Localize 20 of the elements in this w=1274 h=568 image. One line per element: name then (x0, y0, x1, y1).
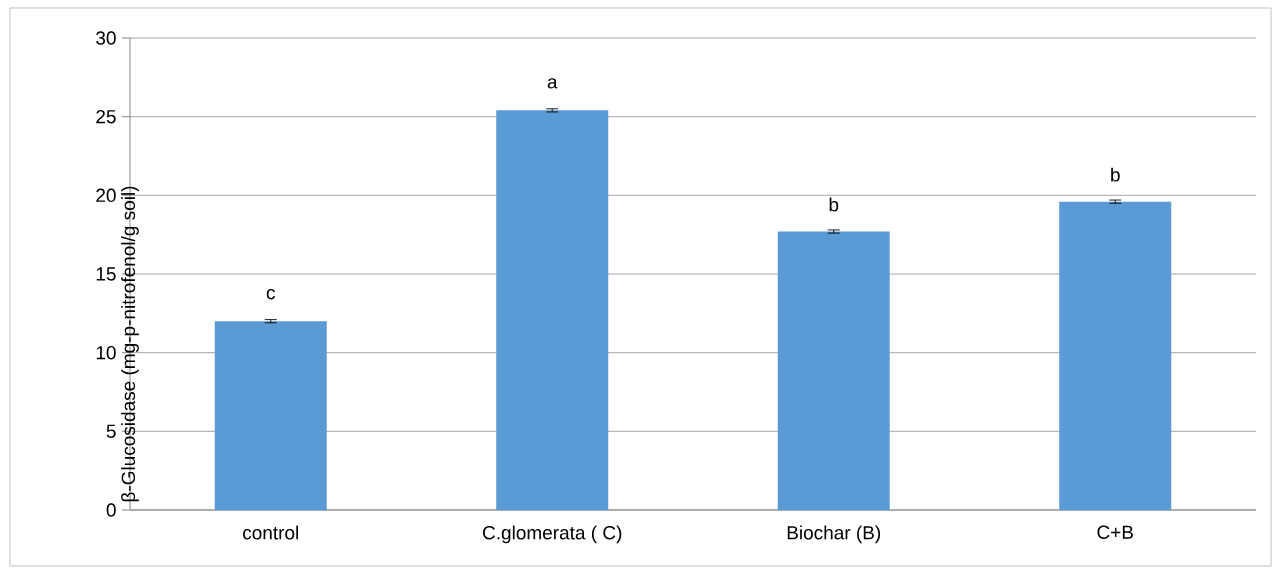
y-tick-label: 15 (96, 267, 116, 281)
y-tick-label: 30 (96, 31, 116, 45)
annotation: c (266, 289, 275, 300)
y-tick-label: 5 (106, 424, 116, 438)
annotation: a (547, 78, 558, 89)
x-tick-label: C.glomerata ( C) (483, 525, 622, 544)
y-tick-label: 20 (96, 188, 116, 203)
y-tick-label: 10 (96, 345, 116, 360)
annotation: b (829, 197, 839, 212)
bar (214, 321, 327, 510)
y-axis-title: β-Glucosidase (mg-p-nitrofenol/g soil) (121, 186, 139, 502)
bar (777, 231, 890, 510)
y-tick-label: 25 (96, 109, 116, 124)
bar (496, 110, 609, 510)
annotation: b (1111, 167, 1120, 182)
bar (1059, 201, 1172, 510)
x-tick-label: C+B (1097, 525, 1133, 539)
y-tick-label: 0 (106, 503, 116, 517)
x-tick-label: Biochar (B) (787, 525, 881, 544)
x-tick-label: control (243, 525, 298, 540)
